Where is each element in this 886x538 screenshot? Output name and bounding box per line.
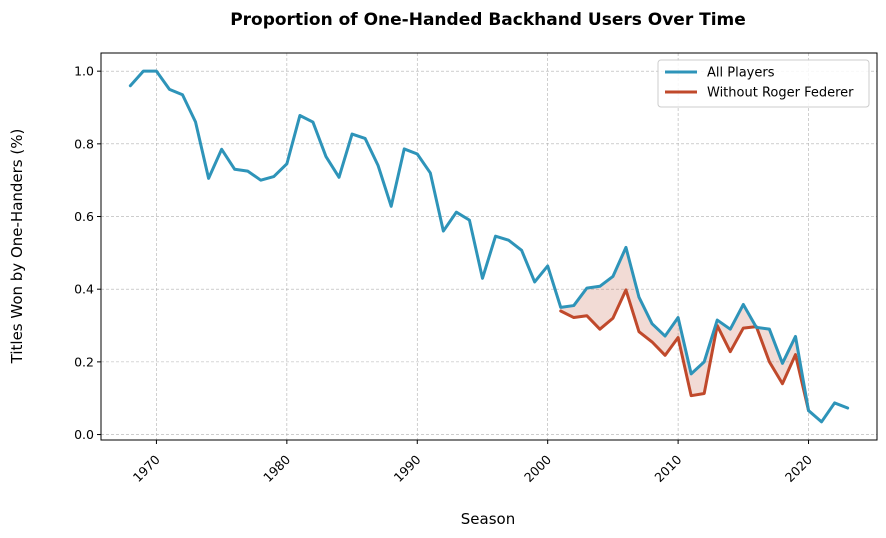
x-tick-label: 2020 xyxy=(782,452,815,485)
grid xyxy=(101,53,877,440)
y-axis-label: Titles Won by One-Handers (%) xyxy=(8,129,26,365)
legend: All Players Without Roger Federer xyxy=(657,59,870,108)
x-tick-label: 1970 xyxy=(130,452,163,485)
y-tick-label: 0.6 xyxy=(74,209,94,224)
x-tick-label: 1980 xyxy=(260,452,293,485)
y-tick-label: 0.4 xyxy=(74,282,94,297)
series-lines xyxy=(128,69,850,424)
fill-between-area xyxy=(560,247,809,411)
legend-box xyxy=(657,59,870,108)
series-line-without-roger-federer xyxy=(559,288,811,413)
y-tick-label: 0.2 xyxy=(74,354,94,369)
series-line-all-players xyxy=(128,69,850,424)
legend-label: Without Roger Federer xyxy=(707,86,854,101)
y-ticks: 0.0 0.2 0.4 0.6 0.8 1.0 xyxy=(74,64,101,442)
y-tick-label: 0.8 xyxy=(74,136,94,151)
x-ticks: 1970 1980 1990 2000 2010 2020 xyxy=(130,440,815,485)
y-tick-label: 0.0 xyxy=(74,427,94,442)
x-axis-label: Season xyxy=(461,510,515,528)
legend-label: All Players xyxy=(707,66,775,81)
y-tick-label: 1.0 xyxy=(74,64,94,79)
chart-title: Proportion of One-Handed Backhand Users … xyxy=(230,10,746,30)
plot-frame xyxy=(100,52,878,441)
x-tick-label: 1990 xyxy=(391,452,424,485)
x-tick-label: 2010 xyxy=(651,452,684,485)
x-tick-label: 2000 xyxy=(521,452,554,485)
